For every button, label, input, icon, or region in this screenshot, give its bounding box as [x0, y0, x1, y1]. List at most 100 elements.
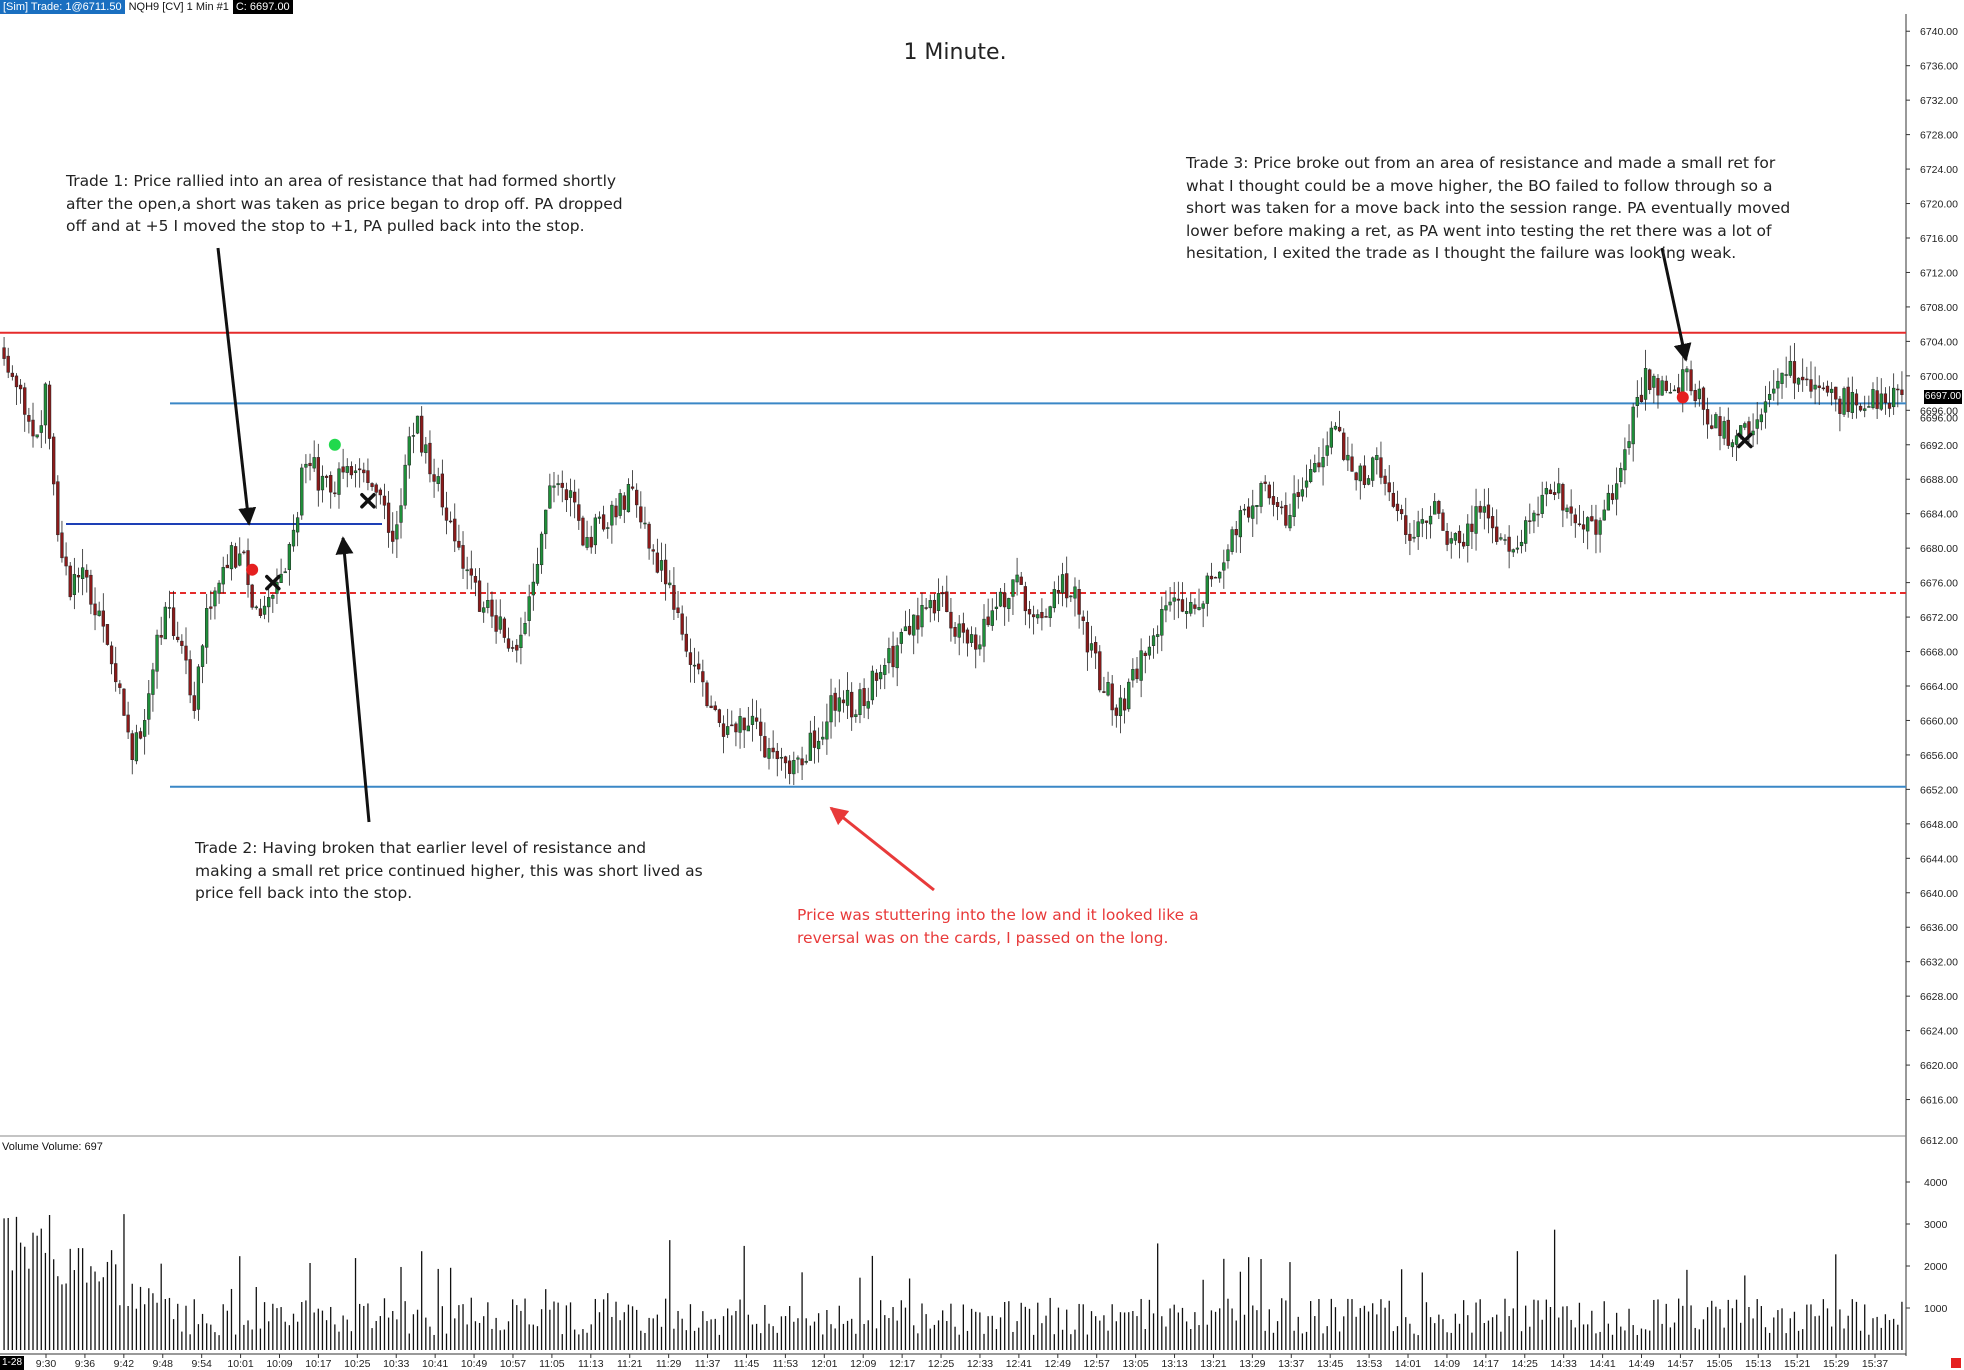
exit-marker-1 [265, 574, 281, 591]
account-badge[interactable]: [Sim] Trade: 1@6711.50 [0, 0, 125, 14]
candle-body [267, 597, 271, 608]
candle-body [626, 484, 631, 513]
candle-body [1391, 492, 1396, 507]
volume-label: Volume Volume: 697 [2, 1141, 103, 1153]
candle-body [1619, 468, 1623, 483]
time-tick-label: 11:21 [617, 1358, 643, 1370]
candle-body [1540, 494, 1544, 514]
candle-body [1263, 481, 1267, 484]
price-tick-label: 6664.00 [1920, 681, 1958, 693]
candle-body [391, 530, 395, 542]
candle-body [56, 481, 60, 536]
candle-body [1089, 643, 1094, 651]
candle-body [1854, 393, 1859, 406]
candle-body [407, 436, 411, 466]
candle-body [122, 688, 126, 716]
candle-body [597, 516, 602, 519]
candle-body [1743, 423, 1747, 428]
candle-body [618, 493, 622, 516]
candle-body [1602, 509, 1606, 521]
candle-body [912, 614, 916, 636]
price-tick-label: 6644.00 [1920, 853, 1958, 865]
candle-body [1474, 506, 1478, 534]
candle-body [601, 514, 606, 530]
candle-body [1056, 589, 1061, 594]
candle-body [1792, 361, 1797, 384]
candle-body [155, 634, 159, 672]
candle-body [1234, 529, 1238, 536]
price-tick-label-partial: 6612.00 [1920, 1135, 1958, 1147]
candle-body [1875, 390, 1879, 409]
candle-body [1614, 483, 1619, 500]
candle-body [1838, 398, 1842, 414]
time-tick-label: 10:41 [422, 1358, 448, 1370]
candle-body [573, 491, 577, 503]
candle-body [93, 603, 97, 616]
candle-body [1333, 425, 1338, 430]
trade3-arrow [1660, 247, 1692, 362]
candle-body [1412, 536, 1416, 539]
candle-body [1858, 405, 1863, 411]
candle-body [841, 699, 846, 704]
candle-body [378, 489, 382, 496]
candle-body [1565, 507, 1569, 512]
candle-body [64, 556, 68, 567]
candle-body [1809, 379, 1813, 392]
candle-body [47, 384, 52, 439]
time-tick-label: 14:49 [1628, 1358, 1654, 1370]
candle-body [1098, 651, 1102, 691]
price-tick-label: 6732.00 [1920, 95, 1958, 107]
candle-body [39, 425, 43, 433]
candle-body [453, 518, 457, 542]
candle-body [825, 721, 829, 740]
candle-body [887, 648, 891, 664]
candle-body [1581, 524, 1586, 530]
status-indicator[interactable] [1951, 1358, 1961, 1368]
candle-body [1069, 595, 1073, 598]
candle-body [415, 415, 420, 434]
candle-body [577, 504, 581, 521]
time-tick-label: 12:57 [1084, 1358, 1110, 1370]
candle-body [998, 591, 1003, 607]
candle-body [792, 760, 796, 775]
price-tick-label: 6620.00 [1920, 1060, 1958, 1072]
candle-body [1557, 483, 1561, 494]
candle-body [684, 633, 688, 652]
candle-body [1801, 376, 1805, 381]
candle-body [316, 457, 320, 491]
time-tick-label: 10:17 [305, 1358, 331, 1370]
candle-body [808, 732, 813, 761]
candle-body [1342, 432, 1346, 460]
candle-body [225, 564, 229, 569]
candle-body [159, 635, 163, 638]
candle-body [370, 483, 374, 487]
candle-body [1296, 492, 1300, 497]
candle-body [527, 596, 531, 621]
candle-body [1532, 512, 1536, 522]
candle-body [961, 623, 965, 633]
candle-body [101, 610, 105, 627]
candle-body [1784, 374, 1788, 376]
candle-body [659, 560, 664, 571]
candle-body [990, 610, 994, 626]
candle-body [1102, 691, 1106, 693]
reversal-arrow [829, 806, 935, 892]
candle-body [515, 644, 519, 651]
candle-body [1763, 401, 1768, 413]
candle-body [1871, 389, 1875, 409]
candle-body [420, 415, 424, 453]
time-tick-label: 9:36 [75, 1358, 96, 1370]
candle-body [1023, 586, 1028, 612]
candle-body [854, 714, 858, 717]
candle-body [767, 748, 771, 759]
candle-body [147, 693, 151, 720]
last-price-tag: 6697.00 [1924, 390, 1962, 404]
candle-body [1292, 493, 1296, 517]
price-tick-label: 6724.00 [1920, 164, 1958, 176]
candle-body [1829, 388, 1834, 393]
candle-body [1561, 484, 1565, 511]
candle-body [473, 576, 478, 583]
candle-body [1610, 493, 1615, 500]
candlesticks [2, 337, 1904, 786]
